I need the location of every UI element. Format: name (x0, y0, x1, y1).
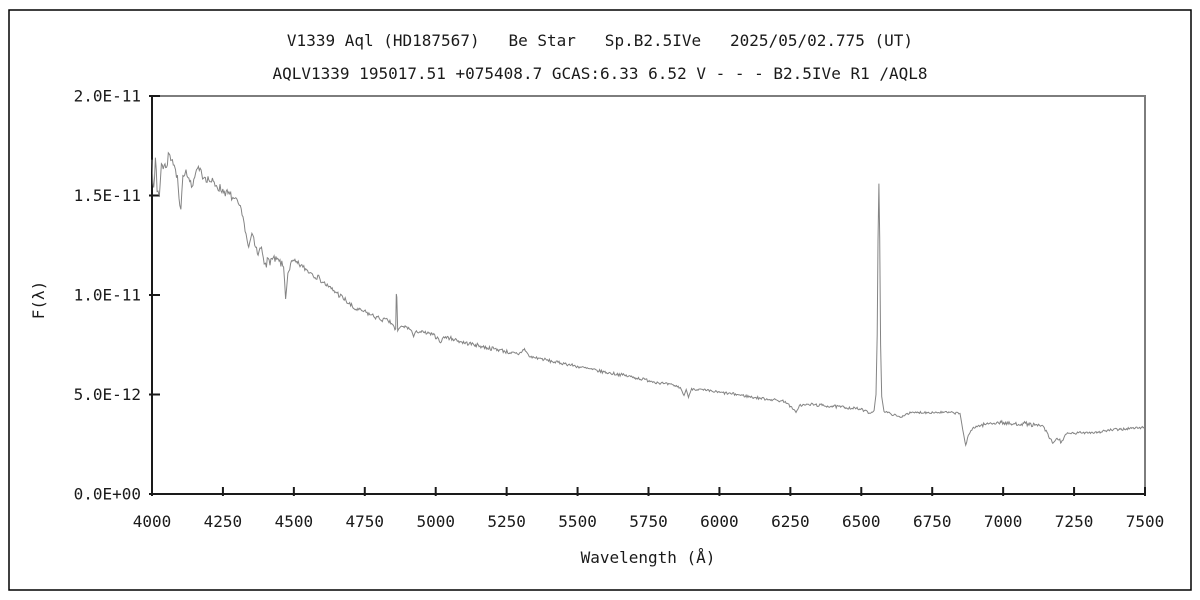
y-tick-label: 1.0E-11 (74, 286, 141, 305)
x-tick-label: 6500 (842, 512, 881, 531)
x-tick-label: 6750 (913, 512, 952, 531)
x-tick-label: 7000 (984, 512, 1023, 531)
y-axis-tick-labels: 0.0E+00 5.0E-12 1.0E-11 1.5E-11 2.0E-11 (74, 87, 141, 504)
x-tick-label: 4000 (133, 512, 172, 531)
y-tick-label: 0.0E+00 (74, 485, 141, 504)
x-tick-label: 5000 (416, 512, 455, 531)
y-axis-ticks (149, 95, 160, 495)
y-tick-label: 1.5E-11 (74, 186, 141, 205)
chart-subtitle: AQLV1339 195017.51 +075408.7 GCAS:6.33 6… (272, 64, 928, 83)
x-tick-label: 7500 (1126, 512, 1165, 531)
x-tick-label: 6250 (771, 512, 810, 531)
spectrum-line (151, 151, 1146, 448)
x-tick-label: 5250 (487, 512, 526, 531)
x-tick-label: 4750 (346, 512, 385, 531)
x-tick-label: 7250 (1055, 512, 1094, 531)
x-tick-label: 4500 (275, 512, 314, 531)
y-axis-title: F(λ) (29, 281, 48, 320)
x-tick-label: 5500 (558, 512, 597, 531)
chart-title: V1339 Aql (HD187567) Be Star Sp.B2.5IVe … (286, 31, 914, 50)
plot-frame-top-right (152, 95, 1146, 494)
x-tick-label: 5750 (629, 512, 668, 531)
plot-frame-left-bottom (151, 96, 1145, 495)
outer-border (8, 9, 1192, 591)
y-tick-label: 2.0E-11 (74, 87, 141, 106)
x-tick-label: 4250 (204, 512, 243, 531)
x-axis-title: Wavelength (Å) (581, 548, 716, 567)
x-tick-label: 6000 (700, 512, 739, 531)
y-tick-label: 5.0E-12 (74, 385, 141, 404)
x-axis-tick-labels: 4000 4250 4500 4750 5000 5250 5500 5750 6000 6250… (133, 512, 1165, 531)
x-axis-ticks (151, 487, 1146, 496)
